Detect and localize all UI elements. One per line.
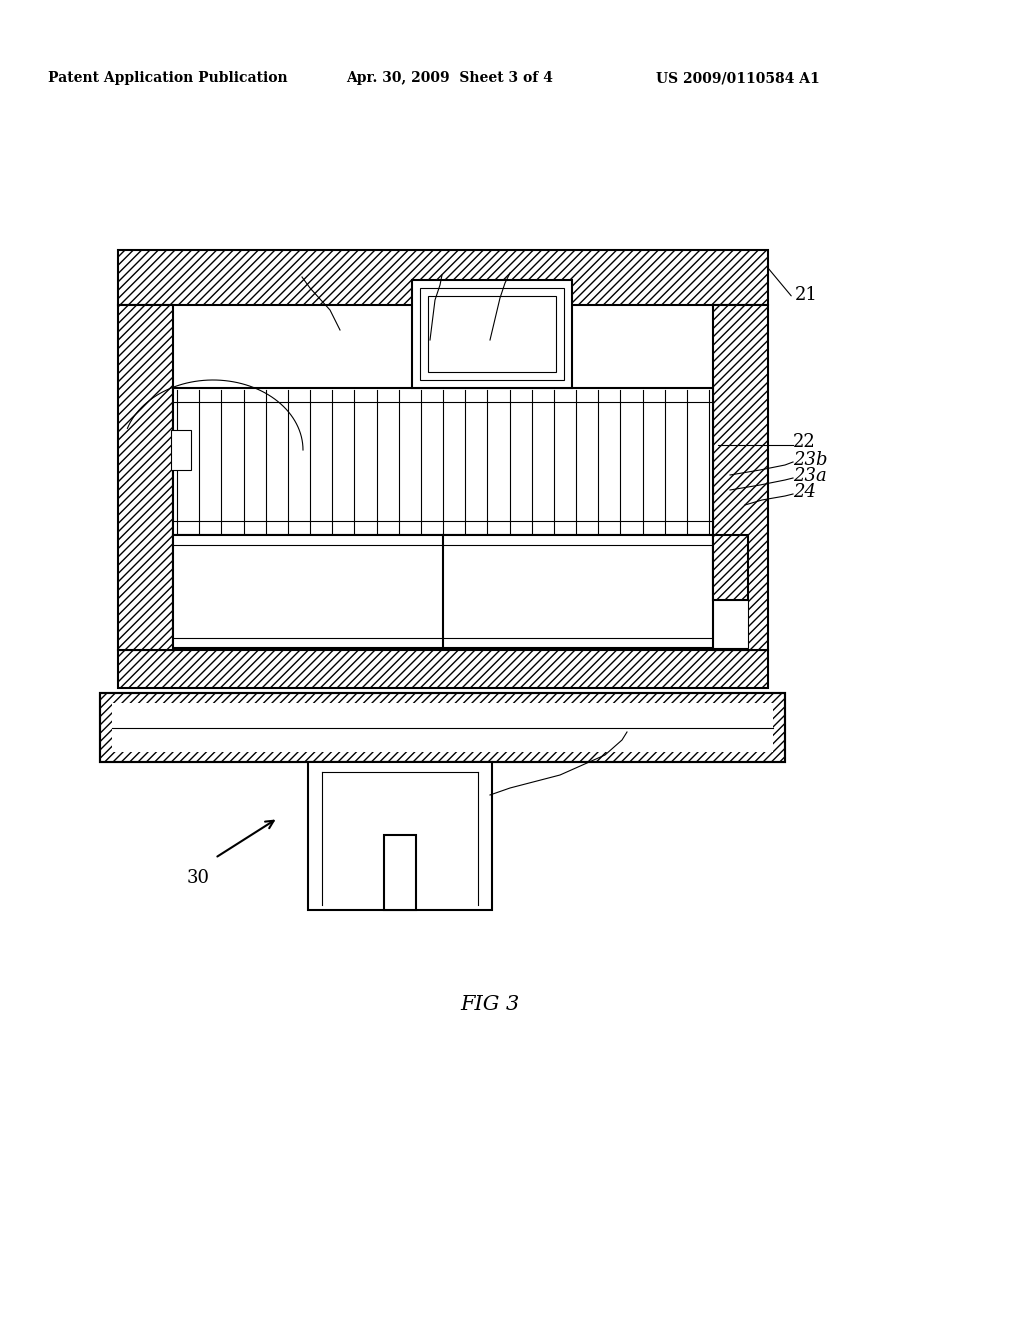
Text: 23a: 23a: [793, 467, 826, 484]
Bar: [173, 388, 713, 535]
Bar: [428, 296, 556, 372]
Text: 23: 23: [618, 719, 641, 737]
Bar: [100, 693, 785, 762]
Bar: [308, 762, 492, 909]
Text: 23a: 23a: [502, 257, 536, 275]
Text: 30: 30: [186, 869, 210, 887]
Text: US 2009/0110584 A1: US 2009/0110584 A1: [656, 71, 820, 84]
Bar: [118, 649, 768, 688]
Text: 22: 22: [793, 433, 816, 451]
Text: 21: 21: [795, 286, 818, 304]
Bar: [713, 601, 748, 648]
Text: 23b: 23b: [793, 451, 827, 469]
Bar: [100, 693, 785, 762]
Bar: [118, 249, 768, 305]
Bar: [112, 704, 773, 752]
Text: 24: 24: [793, 483, 816, 502]
Text: Patent Application Publication: Patent Application Publication: [48, 71, 288, 84]
Text: Apr. 30, 2009  Sheet 3 of 4: Apr. 30, 2009 Sheet 3 of 4: [346, 71, 553, 84]
Bar: [420, 288, 564, 380]
Bar: [118, 305, 173, 649]
Bar: [713, 535, 748, 601]
Text: FIG 3: FIG 3: [461, 995, 519, 1015]
Bar: [384, 836, 416, 909]
Text: 23b: 23b: [278, 261, 312, 279]
Text: 23: 23: [430, 259, 453, 277]
Bar: [412, 280, 572, 388]
Bar: [713, 305, 768, 649]
Bar: [171, 430, 191, 470]
Bar: [173, 305, 713, 649]
Bar: [173, 535, 713, 648]
